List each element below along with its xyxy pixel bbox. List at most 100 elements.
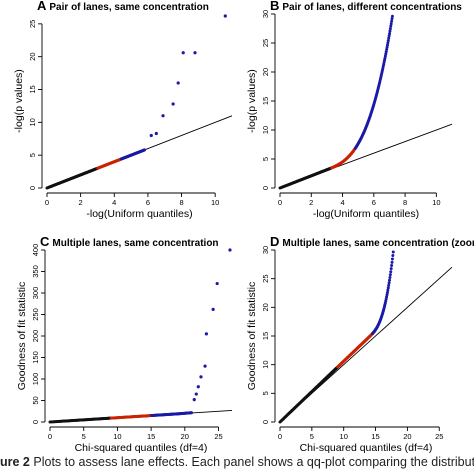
x-tick-label: 6 (146, 198, 150, 207)
data-point (387, 36, 391, 40)
panel-d: D Multiple lanes, same concentration (zoo… (246, 234, 474, 454)
x-axis-label: -log(Uniform quantiles) (313, 208, 419, 220)
y-tick-label: 5 (261, 391, 270, 395)
y-tick-label: 20 (261, 68, 270, 76)
y-tick-label: 100 (31, 373, 40, 386)
y-tick-label: 25 (28, 20, 37, 28)
outlier-point (154, 131, 158, 136)
x-tick-label: 2 (309, 198, 313, 207)
y-tick-label: 200 (31, 330, 40, 343)
x-tick-label: 6 (372, 198, 376, 207)
caption-text: Plots to assess lane effects. Each panel… (33, 455, 474, 469)
data-point (385, 291, 389, 295)
y-tick-label: 300 (31, 287, 40, 300)
y-tick-label: 0 (261, 186, 270, 190)
x-tick-label: 0 (278, 198, 282, 207)
y-tick-label: 15 (261, 332, 270, 340)
caption-label: ure 2 (0, 455, 30, 469)
data-point (388, 29, 392, 33)
data-point (386, 286, 390, 290)
data-point (388, 273, 392, 277)
y-axis-label: -log(p values) (246, 69, 258, 133)
figure-caption: ure 2 Plots to assess lane effects. Each… (0, 455, 474, 474)
panel-title-text: Pair of lanes, different concentrations (282, 2, 462, 13)
data-point (387, 283, 391, 287)
data-point (388, 32, 392, 36)
data-point (390, 17, 394, 21)
y-tick-label: 350 (31, 265, 40, 278)
y-tick-label: 50 (31, 396, 40, 404)
data-point (385, 43, 389, 47)
data-point (389, 24, 393, 28)
panel-b: B Pair of lanes, different concentrations… (246, 0, 462, 220)
panel-letter: D (270, 234, 279, 249)
x-tick-label: 8 (403, 198, 407, 207)
outlier-point (228, 248, 232, 252)
outlier-point (194, 392, 198, 396)
x-tick-label: 8 (179, 198, 183, 207)
x-tick-label: 5 (82, 432, 86, 441)
panel-letter: C (40, 234, 50, 249)
x-tick-label: 10 (113, 432, 121, 441)
data-point (389, 270, 393, 274)
data-point (388, 275, 392, 279)
x-tick-label: 4 (340, 198, 344, 207)
panel-title-text: Multiple lanes, same concentration (52, 238, 218, 249)
data-point (387, 281, 391, 285)
x-axis-label: Chi-squared quantiles (df=4) (75, 442, 208, 454)
y-axis-label: Goodness of fit statistic (16, 282, 28, 391)
y-tick-label: 5 (28, 153, 37, 157)
outlier-point (181, 51, 185, 55)
x-tick-label: 25 (214, 432, 222, 441)
panel-c: C Multiple lanes, same concentration 0 5 10 1… (16, 234, 233, 454)
y-tick-label: 20 (261, 303, 270, 311)
data-point (390, 257, 394, 261)
x-axis-label: -log(Uniform quantiles) (86, 208, 192, 220)
outlier-point (192, 398, 196, 402)
data-point (385, 45, 389, 49)
y-tick-label: 15 (28, 85, 37, 93)
outlier-point (211, 307, 215, 311)
data-point (386, 288, 390, 292)
x-tick-label: 0 (45, 198, 49, 207)
x-tick-label: 25 (435, 432, 443, 441)
data-point (390, 19, 394, 23)
data-point (388, 278, 392, 282)
y-axis-label: -log(p values) (13, 69, 25, 133)
x-tick-label: 0 (48, 432, 52, 441)
x-tick-label: 0 (278, 432, 282, 441)
data-point (387, 34, 391, 38)
y-tick-label: 150 (31, 351, 40, 364)
data-point (386, 41, 390, 45)
data-point (390, 260, 394, 264)
x-tick-label: 4 (112, 198, 116, 207)
data-point (391, 250, 395, 254)
y-tick-label: 250 (31, 308, 40, 321)
y-tick-label: 20 (28, 53, 37, 61)
y-tick-label: 0 (28, 186, 37, 190)
outlier-point (171, 102, 175, 106)
x-tick-label: 20 (403, 432, 411, 441)
outlier-point (176, 81, 180, 85)
data-point (143, 148, 147, 152)
data-point (389, 22, 393, 26)
data-point (390, 14, 394, 18)
panel-title: A Pair of lanes, same concentration (37, 0, 209, 13)
data-point (391, 254, 395, 258)
x-tick-label: 15 (147, 432, 155, 441)
x-axis-label: Chi-squared quantiles (df=4) (300, 442, 433, 454)
x-tick-label: 10 (340, 432, 348, 441)
outlier-point (196, 385, 200, 389)
x-tick-label: 10 (211, 198, 219, 207)
panel-title-text: Multiple lanes, same concentration (zoom… (282, 238, 474, 249)
y-tick-label: 15 (261, 97, 270, 105)
outlier-point (215, 281, 219, 286)
x-tick-label: 10 (432, 198, 440, 207)
y-tick-label: 10 (261, 126, 270, 134)
x-tick-label: 20 (181, 432, 189, 441)
y-tick-label: 30 (261, 246, 270, 254)
outlier-point (223, 14, 227, 18)
panel-title: D Multiple lanes, same concentration (zoo… (270, 234, 474, 249)
data-point (190, 411, 194, 415)
